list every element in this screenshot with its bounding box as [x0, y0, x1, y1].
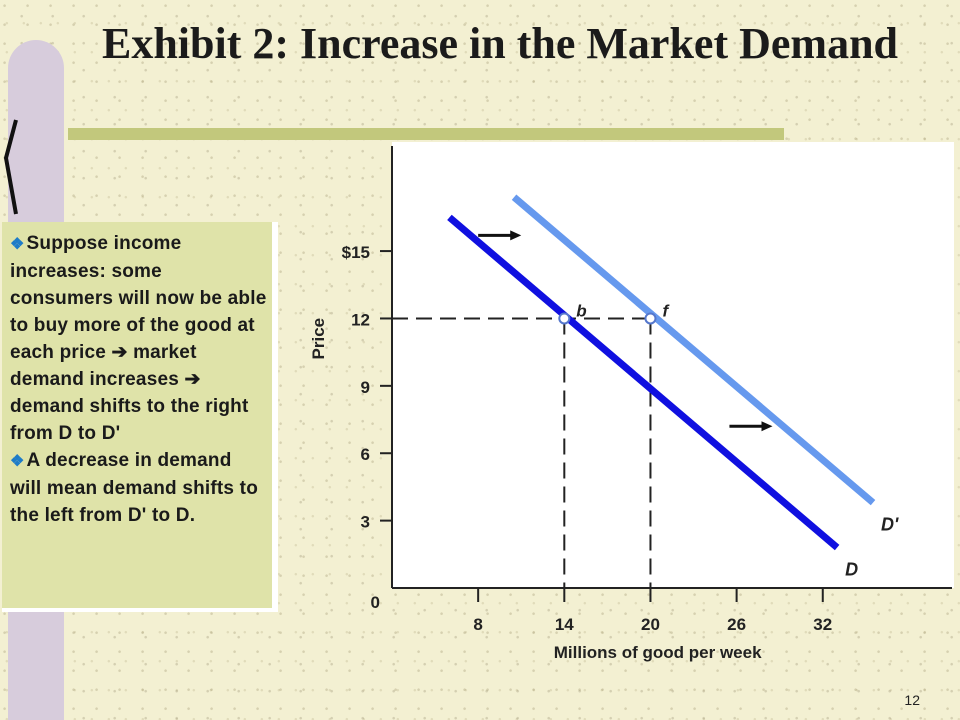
page-number: 12: [904, 692, 920, 708]
shift-arrow-head: [761, 421, 773, 432]
demand-curve-d-prime: [511, 194, 876, 506]
diamond-bullet-icon: ❖: [10, 236, 25, 253]
y-tick-label: $15: [342, 243, 370, 262]
point-b: [558, 312, 571, 325]
callout-bullet-1-text: Suppose income increases: some consumers…: [10, 233, 267, 444]
x-tick-label: 14: [555, 615, 574, 634]
diamond-bullet-icon: ❖: [10, 453, 25, 470]
y-tick-label: 6: [361, 445, 370, 464]
point-label-f: f: [662, 301, 670, 320]
x-tick-label: 32: [813, 615, 832, 634]
plot-background: [392, 142, 954, 588]
y-tick-label: 3: [361, 513, 370, 532]
bracket-decoration-icon: [3, 119, 18, 215]
explanation-callout: ❖ Suppose income increases: some consumer…: [2, 222, 278, 612]
y-tick-label: 12: [351, 310, 370, 329]
demand-curve-d: [447, 214, 840, 551]
curve-label-d-prime: D': [881, 515, 899, 535]
y-tick-label: 9: [361, 378, 370, 397]
callout-bullet-2-text: A decrease in demand will mean demand sh…: [10, 450, 259, 526]
slide-title: Exhibit 2: Increase in the Market Demand: [101, 19, 899, 68]
curve-label-d: D: [845, 560, 858, 580]
point-label-b: b: [576, 301, 586, 320]
shift-arrow-head: [510, 230, 522, 241]
x-tick-label: 8: [473, 615, 482, 634]
x-tick-label: 20: [641, 615, 660, 634]
x-tick-label: 26: [727, 615, 746, 634]
title-underline: [68, 128, 784, 140]
y-axis-label: Price: [309, 318, 328, 360]
y-tick-label: 0: [371, 593, 380, 612]
x-axis-label: Millions of good per week: [554, 643, 762, 662]
point-f: [644, 312, 657, 325]
callout-bullet-1: ❖ Suppose income increases: some consumer…: [10, 230, 268, 447]
callout-bullet-2: ❖ A decrease in demand will mean demand s…: [10, 447, 268, 529]
